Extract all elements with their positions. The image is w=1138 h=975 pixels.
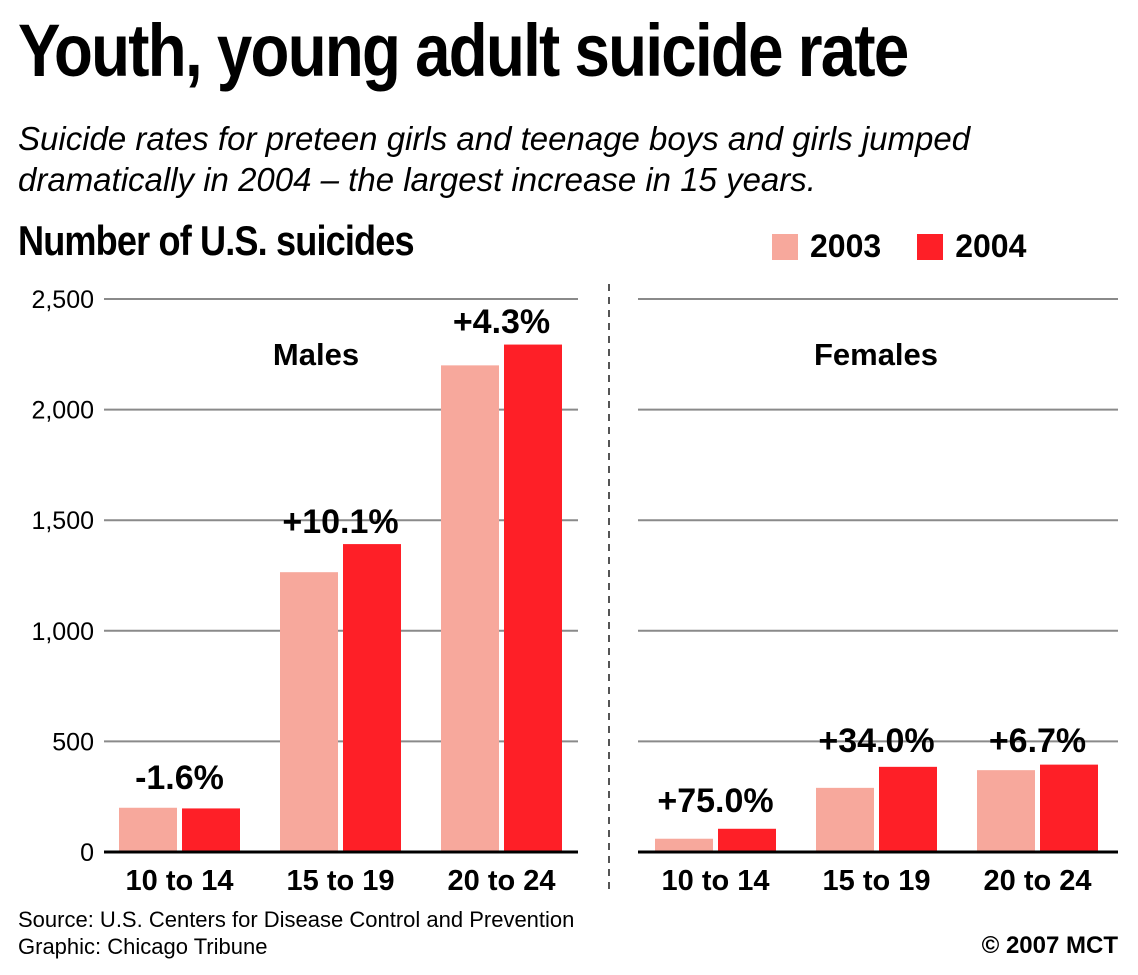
y-tick-label: 1,500 xyxy=(31,507,94,535)
percent-change-label: +34.0% xyxy=(818,722,934,760)
legend-item-2004: 2004 xyxy=(917,228,1026,265)
percent-change-label: -1.6% xyxy=(135,759,224,797)
x-category-label: 10 to 14 xyxy=(662,865,770,897)
chart-title: Youth, young adult suicide rate xyxy=(18,9,909,92)
x-category-label: 15 to 19 xyxy=(287,865,395,897)
bar-females-2004-2 xyxy=(1040,764,1098,852)
bar-males-2003-1 xyxy=(280,572,338,852)
legend-swatch-2004 xyxy=(917,233,944,260)
panel-label-females: Females xyxy=(814,337,938,372)
section-title: Number of U.S. suicides xyxy=(18,217,415,264)
legend: 2003 2004 xyxy=(772,228,1062,265)
panel-label-males: Males xyxy=(273,337,359,372)
x-category-label: 20 to 24 xyxy=(984,865,1092,897)
bar-males-2004-2 xyxy=(504,344,562,852)
y-tick-label: 500 xyxy=(52,728,94,756)
legend-swatch-2003 xyxy=(772,233,798,260)
bar-females-2004-1 xyxy=(879,766,937,852)
bar-males-2003-2 xyxy=(441,365,499,852)
bar-males-2003-0 xyxy=(119,807,177,852)
percent-change-label: +75.0% xyxy=(657,782,773,820)
y-tick-label: 1,000 xyxy=(31,618,94,646)
x-category-label: 20 to 24 xyxy=(448,865,556,897)
source-note: Source: U.S. Centers for Disease Control… xyxy=(18,906,574,960)
bar-females-2004-0 xyxy=(718,828,776,852)
x-category-label: 10 to 14 xyxy=(126,865,234,897)
percent-change-label: +10.1% xyxy=(282,503,398,541)
graphic-credit: Graphic: Chicago Tribune xyxy=(18,934,268,959)
legend-item-2003: 2003 xyxy=(772,228,881,265)
y-tick-label: 2,500 xyxy=(31,286,94,314)
x-category-label: 15 to 19 xyxy=(823,865,931,897)
legend-label-2003: 2003 xyxy=(810,228,882,264)
bar-females-2003-1 xyxy=(816,787,874,852)
bar-females-2003-0 xyxy=(655,838,713,852)
bar-females-2003-2 xyxy=(977,770,1035,852)
y-tick-label: 0 xyxy=(80,839,94,867)
source-text: Source: U.S. Centers for Disease Control… xyxy=(18,907,575,932)
percent-change-label: +6.7% xyxy=(989,722,1086,760)
percent-change-label: +4.3% xyxy=(453,303,550,341)
legend-label-2004: 2004 xyxy=(955,228,1027,264)
bar-males-2004-1 xyxy=(343,544,401,852)
bar-males-2004-0 xyxy=(182,808,240,852)
y-tick-label: 2,000 xyxy=(31,397,94,425)
copyright: © 2007 MCT xyxy=(981,932,1118,959)
chart-subtitle: Suicide rates for preteen girls and teen… xyxy=(18,120,971,198)
